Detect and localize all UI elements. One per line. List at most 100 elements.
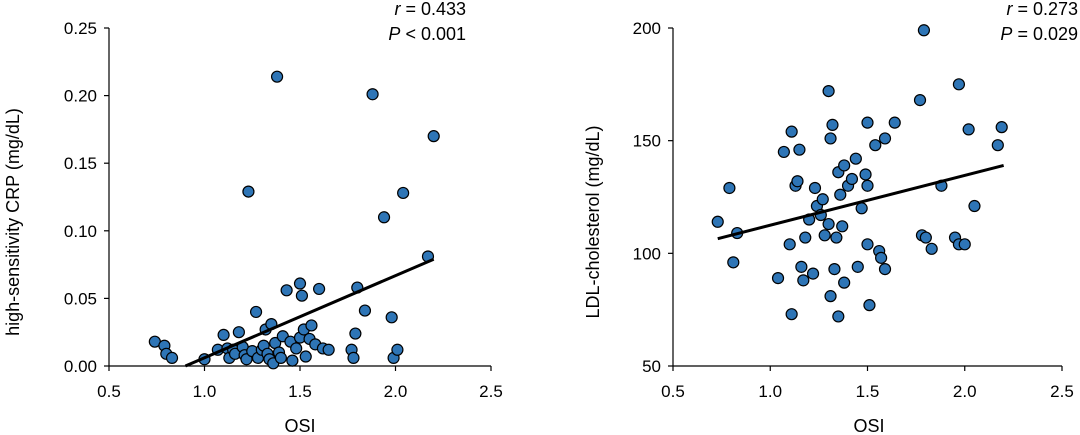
ldl-data-point [869, 139, 882, 152]
crp-x-tick-label: 1.0 [193, 382, 217, 401]
ldl-x-tick-label: 2.5 [1050, 382, 1074, 401]
crp-data-point [290, 342, 303, 355]
ldl-y-axis-label-text: LDL-cholesterol (mg/dL) [583, 125, 603, 318]
ldl-data-point [849, 152, 862, 165]
ldl-y-axis-label: LDL-cholesterol (mg/dL) [583, 125, 603, 318]
crp-y-axis-label: high-sensitivity CRP (mg/dL) [3, 108, 23, 336]
crp-data-point [274, 351, 287, 364]
crp-x-axis-label: OSI [284, 416, 315, 435]
ldl-data-point [863, 299, 876, 312]
crp-data-point [377, 211, 391, 224]
crp-data-point [358, 304, 372, 317]
crp-data-point [217, 328, 230, 342]
ldl-data-point [818, 229, 831, 242]
crp-y-tick-label: 0.20 [64, 87, 97, 106]
crp-x-tick-label: 2.5 [479, 382, 503, 401]
ldl-data-point [861, 238, 874, 251]
ldl-data-point [797, 274, 810, 287]
crp-data-point [385, 311, 398, 324]
crp-regression-line [184, 257, 435, 368]
crp-data-point [280, 284, 293, 297]
crp-y-tick-label: 0.05 [64, 289, 97, 308]
ldl-data-point [878, 263, 892, 276]
crp-x-tick-label: 0.5 [97, 382, 121, 401]
ldl-y-tick-label: 200 [633, 19, 661, 38]
ldl-x-tick-label: 1.5 [856, 382, 880, 401]
ldl-regression-line [717, 164, 1005, 241]
ldl-data-point [806, 267, 820, 280]
ldl-data-point [878, 132, 892, 145]
crp-data-point [322, 343, 335, 356]
ldl-data-point [791, 175, 804, 188]
ldl-data-point [834, 188, 847, 201]
crp-data-point [349, 327, 362, 340]
ldl-x-tick-label: 1.0 [758, 382, 782, 401]
ldl-data-point [785, 125, 798, 138]
crp-r-statistic: r = 0.433 [394, 0, 466, 19]
crp-data-point [232, 326, 245, 339]
ldl-panel: LDL-cholesterol (mg/dL) OSI r = 0.273 P … [583, 0, 1078, 435]
ldl-data-point [836, 220, 849, 233]
ldl-y-tick-label: 50 [642, 357, 661, 376]
crp-data-point [249, 305, 263, 319]
ldl-data-point [838, 159, 851, 172]
ldl-data-point [888, 116, 901, 129]
crp-data-point [286, 354, 299, 367]
ldl-data-point [991, 139, 1004, 152]
crp-y-tick-label: 0.10 [64, 222, 97, 241]
crp-data-point [347, 351, 360, 364]
ldl-data-point [861, 179, 874, 192]
ldl-p-value: P = 0.029 [1000, 24, 1078, 44]
ldl-data-point [824, 290, 837, 303]
ldl-data-point [952, 78, 966, 91]
ldl-data-point [783, 238, 796, 251]
crp-data-point [295, 289, 309, 302]
crp-y-tick-label: 0.00 [64, 357, 97, 376]
ldl-data-point [795, 260, 808, 273]
ldl-plot-area: 50 100 150 200 0.5 1.0 1.5 2.0 2.5 [633, 19, 1074, 401]
ldl-data-point [723, 181, 736, 195]
crp-y-tick-label: 0.15 [64, 154, 97, 173]
ldl-y-tick-label: 150 [633, 132, 661, 151]
crp-data-point [427, 130, 440, 143]
ldl-y-tick-label: 100 [633, 244, 661, 263]
ldl-data-point [968, 199, 981, 213]
ldl-data-point [828, 263, 841, 276]
ldl-data-point [808, 181, 822, 195]
ldl-data-point [830, 231, 843, 244]
crp-data-point [391, 343, 404, 356]
ldl-data-point [855, 202, 868, 215]
ldl-data-point [832, 310, 845, 323]
ldl-data-point [875, 251, 888, 264]
ldl-data-point [822, 84, 835, 98]
ldl-data-point [995, 121, 1008, 134]
ldl-data-point [793, 143, 806, 156]
ldl-data-point [711, 215, 724, 228]
crp-y-tick-label: 0.25 [64, 19, 97, 38]
ldl-data-point [917, 24, 931, 37]
ldl-data-point [822, 217, 835, 231]
crp-data-point [366, 88, 379, 101]
crp-data-point [313, 282, 326, 296]
crp-y-axis-label-text: high-sensitivity CRP (mg/dL) [3, 108, 23, 336]
crp-data-point [242, 185, 255, 198]
crp-x-tick-label: 1.5 [288, 382, 312, 401]
ldl-data-point [816, 193, 829, 206]
ldl-x-tick-label: 2.0 [953, 382, 977, 401]
ldl-data-point [777, 145, 790, 159]
ldl-x-axis-label: OSI [853, 416, 884, 435]
crp-x-tick-label: 2.0 [384, 382, 408, 401]
ldl-data-point [771, 272, 785, 285]
ldl-data-point [727, 256, 740, 269]
crp-data-point [397, 186, 410, 200]
crp-data-point [270, 70, 284, 83]
crp-data-point [299, 350, 312, 363]
ldl-data-point [859, 168, 872, 181]
ldl-data-point [785, 308, 798, 321]
crp-data-point [293, 277, 307, 290]
ldl-data-point [826, 118, 839, 131]
ldl-data-point [925, 242, 938, 255]
ldl-data-point [799, 231, 812, 244]
ldl-data-point [919, 231, 932, 244]
crp-data-point [240, 353, 253, 366]
